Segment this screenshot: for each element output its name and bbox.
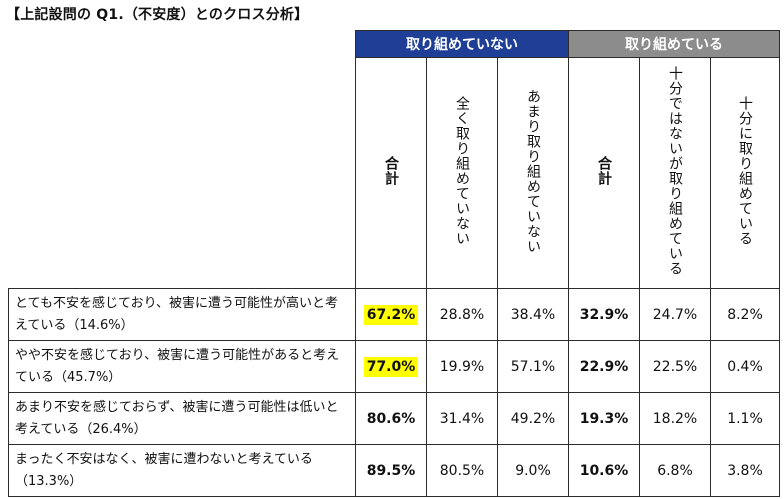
- column-header-total-b: 合計: [568, 57, 640, 289]
- cell-total-b: 19.3%: [568, 392, 640, 445]
- row-label: やや不安を感じており、被害に遭う可能性があると考えている（45.7%）: [8, 340, 356, 393]
- cross-analysis-table: 取り組めていない 取り組めている 合計 全く取り組めていない あまり取り組めてい…: [8, 30, 780, 497]
- column-header-label: 十分ではないが取り組めている: [667, 66, 683, 276]
- cell-total-a: 89.5%: [355, 444, 427, 497]
- cell-value: 9.0%: [497, 444, 569, 497]
- highlighted-value: 67.2%: [363, 304, 419, 325]
- cell-value: 19.9%: [426, 340, 498, 393]
- highlighted-value: 77.0%: [363, 356, 419, 377]
- cell-total-b: 10.6%: [568, 444, 640, 497]
- cell-value: 57.1%: [497, 340, 569, 393]
- cell-total-b: 32.9%: [568, 288, 640, 341]
- table-row: あまり不安を感じておらず、被害に遭う可能性は低いと考えている（26.4%） 80…: [8, 392, 780, 445]
- cell-total-a: 80.6%: [355, 392, 427, 445]
- column-header-label: 合計: [596, 156, 612, 186]
- cell-value: 6.8%: [639, 444, 711, 497]
- cell-value: 18.2%: [639, 392, 711, 445]
- column-header-label: 十分に取り組めている: [737, 96, 753, 246]
- column-header-enough: 十分に取り組めている: [710, 57, 780, 289]
- column-header-label: 合計: [383, 156, 399, 186]
- column-header-total-a: 合計: [355, 57, 427, 289]
- cell-value: 1.1%: [710, 392, 780, 445]
- row-label: とても不安を感じており、被害に遭う可能性が高いと考えている（14.6%）: [8, 288, 356, 341]
- cell-value: 49.2%: [497, 392, 569, 445]
- cell-value: 24.7%: [639, 288, 711, 341]
- cell-total-a: 77.0%: [355, 340, 427, 393]
- cell-value: 8.2%: [710, 288, 780, 341]
- cell-value: 0.4%: [710, 340, 780, 393]
- table-row: まったく不安はなく、被害に遭わないと考えている（13.3%） 89.5% 80.…: [8, 444, 780, 497]
- cell-total-a: 67.2%: [355, 288, 427, 341]
- cell-value: 38.4%: [497, 288, 569, 341]
- cell-value: 80.5%: [426, 444, 498, 497]
- page-title: 【上記設問の Q1.（不安度）とのクロス分析】: [6, 7, 309, 23]
- table-row: やや不安を感じており、被害に遭う可能性があると考えている（45.7%） 77.0…: [8, 340, 780, 393]
- table-row: とても不安を感じており、被害に遭う可能性が高いと考えている（14.6%） 67.…: [8, 288, 780, 341]
- column-header-not-enough: 十分ではないが取り組めている: [639, 57, 711, 289]
- cell-value: 28.8%: [426, 288, 498, 341]
- column-header-label: 全く取り組めていない: [454, 96, 470, 246]
- cell-value: 22.5%: [639, 340, 711, 393]
- column-header-not-at-all: 全く取り組めていない: [426, 57, 498, 289]
- column-header-not-much: あまり取り組めていない: [497, 57, 569, 289]
- table-corner: [9, 31, 356, 58]
- table-corner-lower: [9, 58, 356, 289]
- row-label: まったく不安はなく、被害に遭わないと考えている（13.3%）: [8, 444, 356, 497]
- group-header-not-working: 取り組めていない: [355, 30, 569, 58]
- cell-value: 3.8%: [710, 444, 780, 497]
- row-label: あまり不安を感じておらず、被害に遭う可能性は低いと考えている（26.4%）: [8, 392, 356, 445]
- cell-value: 31.4%: [426, 392, 498, 445]
- group-header-working: 取り組めている: [568, 30, 780, 58]
- cell-total-b: 22.9%: [568, 340, 640, 393]
- column-header-label: あまり取り組めていない: [525, 88, 541, 254]
